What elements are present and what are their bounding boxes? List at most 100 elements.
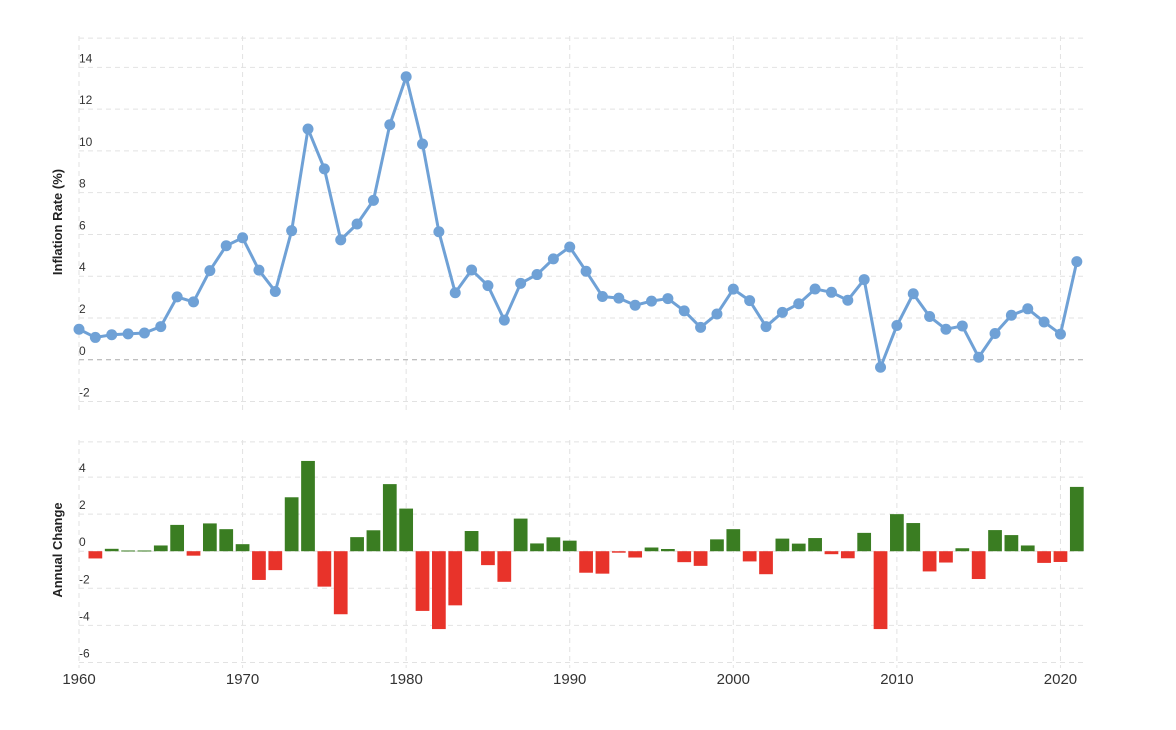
inflation-point (564, 241, 576, 253)
annual-change-bar (808, 538, 822, 552)
inflation-point (466, 264, 478, 276)
upper-y-tick-label: 2 (79, 302, 86, 316)
inflation-point (286, 225, 298, 237)
annual-change-bar (661, 548, 675, 552)
inflation-point (1054, 328, 1066, 340)
x-tick-label: 2000 (717, 671, 750, 688)
annual-change-bar (579, 551, 593, 573)
annual-change-bar (366, 530, 381, 552)
upper-y-tick-label: 12 (79, 93, 93, 107)
annual-change-bar (301, 460, 315, 552)
inflation-point (1022, 303, 1034, 315)
annual-change-bar (971, 551, 986, 580)
annual-change-bar (219, 529, 234, 552)
inflation-point (171, 291, 183, 303)
inflation-point (940, 323, 952, 335)
annual-change-bar (1069, 486, 1084, 552)
annual-change-bar (644, 547, 659, 552)
annual-change-bar (611, 551, 626, 553)
lower-y-tick-label: -6 (79, 646, 90, 660)
annual-change-bar (284, 497, 299, 552)
inflation-point (891, 320, 903, 332)
annual-change-bar (481, 551, 495, 566)
inflation-point (138, 327, 150, 339)
inflation-point (204, 265, 216, 277)
annual-change-bar (497, 551, 512, 582)
inflation-point (776, 306, 788, 318)
lower-y-axis: -6 -4 -2 0 2 4 (79, 461, 90, 660)
inflation-point (646, 295, 658, 307)
annual-change-bar (333, 551, 348, 615)
annual-change-bar (742, 551, 757, 562)
inflation-point (760, 321, 772, 333)
annual-change-bar (268, 551, 283, 571)
annual-change-bar (939, 551, 953, 563)
inflation-point (335, 234, 347, 246)
annual-change-bar (693, 551, 708, 566)
annual-change-bar (137, 550, 152, 552)
upper-y-tick-label: 14 (79, 51, 93, 65)
annual-change-bar (431, 551, 446, 630)
inflation-point (384, 119, 396, 131)
annual-change-bar (922, 551, 937, 572)
annual-change-bar (857, 532, 872, 552)
annual-change-bar (890, 514, 904, 552)
inflation-point (106, 329, 118, 341)
annual-change-bar (1053, 551, 1068, 562)
annual-change-bar (153, 545, 168, 552)
annual-change-bar (988, 530, 1002, 552)
annual-change-bar (382, 484, 397, 552)
inflation-point (188, 296, 200, 308)
upper-y-tick-label: 8 (79, 177, 86, 191)
annual-change-bar (235, 544, 250, 552)
inflation-point (253, 264, 265, 276)
annual-change-bar (464, 531, 479, 552)
inflation-point (1005, 309, 1017, 321)
annual-change-bar (350, 537, 364, 552)
inflation-point (220, 240, 232, 252)
inflation-point (1038, 316, 1050, 328)
inflation-point (482, 280, 494, 292)
inflation-point (400, 71, 412, 83)
inflation-point (351, 218, 363, 230)
x-tick-label: 1990 (553, 671, 586, 688)
annual-change-bar (791, 543, 806, 552)
upper-y-tick-label: 4 (79, 260, 86, 274)
annual-change-bar (530, 543, 544, 552)
lower-y-tick-label: -4 (79, 609, 90, 623)
inflation-point (498, 314, 510, 326)
inflation-point (695, 321, 707, 333)
annual-change-bar (170, 524, 185, 552)
annual-change-bar (595, 551, 610, 574)
inflation-point (73, 323, 85, 335)
annual-change-bar (186, 551, 201, 556)
annual-change-bar (1004, 535, 1019, 552)
inflation-point (269, 285, 281, 297)
inflation-point (727, 283, 739, 295)
inflation-point (613, 292, 625, 304)
inflation-line (78, 75, 1079, 369)
inflation-point (629, 299, 641, 311)
annual-change-bar (202, 523, 217, 552)
inflation-point (678, 305, 690, 317)
inflation-point (367, 194, 379, 206)
upper-y-tick-label: 0 (79, 344, 86, 358)
lower-y-tick-label: -2 (79, 572, 90, 586)
inflation-point (858, 274, 870, 286)
inflation-point (547, 253, 559, 265)
inflation-point (302, 123, 314, 135)
upper-y-axis: -2 0 2 4 6 8 10 12 14 (79, 51, 93, 399)
lower-y-tick-label: 2 (79, 498, 86, 512)
lower-y-axis-title: Annual Change (50, 502, 65, 597)
inflation-point (449, 287, 461, 299)
inflation-point (318, 163, 330, 175)
inflation-point (956, 320, 968, 332)
inflation-point (515, 277, 527, 289)
lower-y-tick-label: 0 (79, 535, 86, 549)
annual-change-bar (88, 551, 103, 559)
inflation-point (744, 295, 756, 307)
inflation-point (793, 298, 805, 310)
inflation-point (155, 321, 167, 333)
annual-change-bar (628, 551, 643, 558)
